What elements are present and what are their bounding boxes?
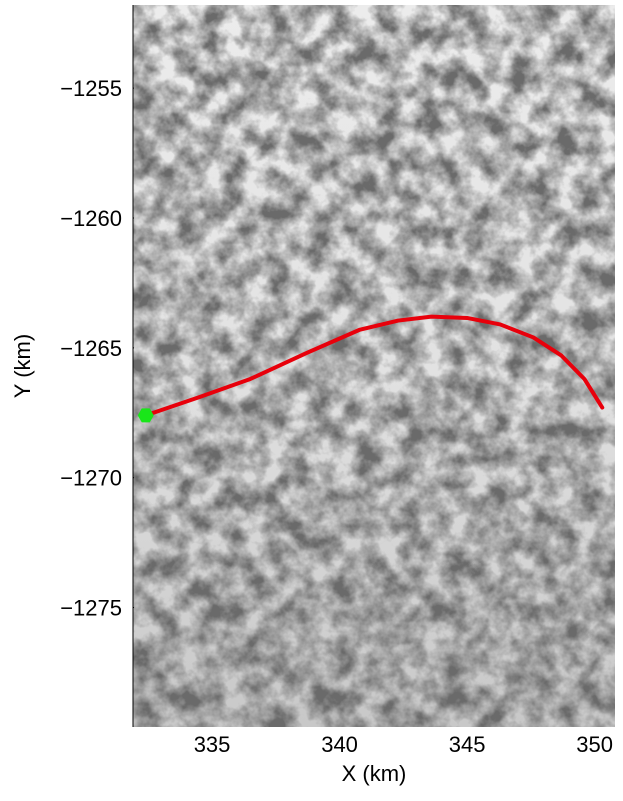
y-tick-label: −1265 [60, 336, 122, 361]
y-tick-label: −1255 [60, 76, 122, 101]
x-tick-label: 350 [576, 732, 613, 757]
start-marker [137, 408, 154, 423]
x-tick-label: 345 [449, 732, 486, 757]
x-axis-title: X (km) [342, 761, 407, 786]
y-tick-label: −1260 [60, 206, 122, 231]
y-tick-label: −1270 [60, 466, 122, 491]
y-tick-label: −1275 [60, 596, 122, 621]
trajectory-line [143, 314, 605, 418]
x-tick-label: 340 [321, 732, 358, 757]
x-tick-label: 335 [194, 732, 231, 757]
satellite-image [133, 5, 615, 727]
y-axis-title: Y (km) [10, 334, 35, 398]
